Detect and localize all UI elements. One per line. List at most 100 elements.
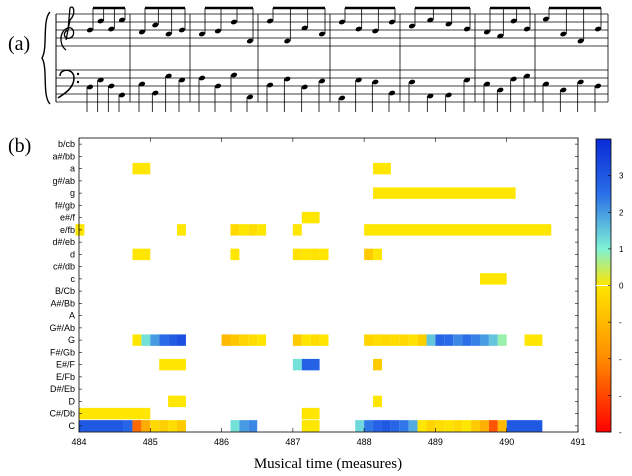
note-head bbox=[165, 73, 172, 79]
colorbar-tick-label: 2 bbox=[619, 208, 624, 217]
note-head bbox=[445, 92, 452, 98]
heatmap-cell bbox=[355, 420, 365, 432]
y-tick-label: g bbox=[70, 188, 75, 198]
heatmap-cell bbox=[319, 334, 329, 346]
heatmap-cell bbox=[373, 187, 516, 199]
note-head bbox=[408, 79, 416, 85]
note-head bbox=[198, 31, 206, 37]
treble-clef-icon bbox=[60, 6, 75, 51]
y-tick-label: F#/Gb bbox=[50, 347, 75, 357]
heatmap-cell bbox=[257, 334, 267, 346]
heatmap-cell bbox=[479, 334, 489, 346]
note-head bbox=[594, 83, 602, 89]
note-head bbox=[427, 17, 434, 23]
heatmap-cell bbox=[301, 211, 320, 224]
note-head bbox=[246, 94, 254, 100]
y-tick-label: c#/db bbox=[53, 262, 75, 272]
heatmap-cell bbox=[79, 420, 124, 432]
note-head bbox=[510, 76, 517, 82]
y-tick-label: a bbox=[70, 164, 75, 174]
heatmap-cell bbox=[408, 420, 418, 432]
heatmap-cell bbox=[159, 420, 169, 432]
heatmap-cell bbox=[132, 420, 142, 432]
heatmap-cell bbox=[417, 420, 427, 432]
y-tick-label: D bbox=[69, 396, 76, 406]
heatmap-cell bbox=[381, 334, 391, 346]
y-tick-label: C#/Db bbox=[49, 409, 75, 419]
colorbar-tick-label: - bbox=[619, 391, 622, 400]
note-head bbox=[463, 26, 471, 32]
heatmap-cell bbox=[462, 334, 472, 346]
note-head bbox=[497, 33, 504, 39]
y-tick-label: B/Cb bbox=[55, 286, 75, 296]
heatmap-cell bbox=[177, 420, 186, 432]
x-tick-label: 488 bbox=[357, 437, 372, 447]
note-head bbox=[577, 79, 584, 85]
note-head bbox=[542, 81, 550, 87]
note-head bbox=[338, 95, 346, 101]
heatmap-cell bbox=[230, 224, 240, 236]
note-head bbox=[97, 18, 104, 24]
heatmap-cell bbox=[239, 334, 249, 346]
heatmap-cell bbox=[132, 162, 151, 175]
note-head bbox=[118, 17, 126, 23]
colorbar-tick-label: 1 bbox=[619, 245, 624, 254]
heatmap-cell bbox=[497, 334, 507, 346]
note-head bbox=[445, 21, 452, 27]
plot-frame bbox=[78, 137, 579, 433]
heatmap-cell bbox=[168, 334, 178, 346]
heatmap-cell bbox=[301, 334, 311, 346]
y-tick-label: f#/gb bbox=[55, 200, 75, 210]
y-tick-label: b/cb bbox=[58, 139, 75, 149]
note-head bbox=[230, 19, 238, 25]
x-tick-label: 491 bbox=[570, 437, 585, 447]
heatmap-cell bbox=[364, 420, 374, 432]
note-head bbox=[138, 29, 146, 35]
heatmap-cell bbox=[230, 334, 240, 346]
heatmap-cell bbox=[141, 420, 151, 432]
heatmap-cell bbox=[257, 224, 267, 236]
note-head bbox=[388, 90, 396, 96]
system-brace bbox=[41, 11, 51, 105]
heatmap-cell bbox=[301, 358, 320, 371]
note-head bbox=[108, 83, 115, 89]
x-tick-label: 490 bbox=[499, 437, 514, 447]
note-head bbox=[301, 84, 308, 90]
heatmap-cell bbox=[239, 224, 249, 236]
heatmap-cell bbox=[248, 224, 258, 236]
heatmap-cell bbox=[168, 395, 186, 408]
music-score-image bbox=[41, 6, 609, 112]
y-tick-label: g#/ab bbox=[52, 176, 75, 186]
heatmap-cell bbox=[381, 420, 391, 432]
heatmap-cell bbox=[230, 420, 240, 432]
heatmap-cell bbox=[426, 334, 436, 346]
note-head bbox=[560, 31, 567, 37]
heatmap-cell bbox=[159, 358, 186, 371]
note-head bbox=[372, 28, 379, 34]
heatmap-cell bbox=[177, 224, 186, 236]
heatmap-cell bbox=[292, 224, 302, 236]
heatmap-cell bbox=[444, 334, 454, 346]
heatmap-cell bbox=[230, 248, 240, 261]
note-head bbox=[214, 28, 222, 34]
note-head bbox=[86, 27, 94, 33]
heatmap-cell bbox=[301, 420, 320, 432]
y-tick-label: E/Fb bbox=[56, 372, 75, 382]
heatmap-cell bbox=[444, 420, 454, 432]
note-head bbox=[338, 19, 346, 25]
heatmap-cell bbox=[417, 334, 427, 346]
note-head bbox=[214, 83, 222, 89]
note-head bbox=[108, 26, 115, 32]
heatmap-cell bbox=[497, 420, 507, 432]
heatmap-cell bbox=[373, 334, 382, 346]
note-head bbox=[86, 84, 94, 90]
y-tick-label: d#/eb bbox=[52, 237, 75, 247]
heatmap-cell bbox=[141, 334, 151, 346]
colorbar-tick-label: - bbox=[619, 428, 622, 437]
colorbar-tick-label: 3 bbox=[619, 172, 624, 181]
note-head bbox=[284, 38, 291, 44]
heatmap-cell bbox=[488, 334, 498, 346]
panel-a-label: (a) bbox=[8, 33, 30, 55]
